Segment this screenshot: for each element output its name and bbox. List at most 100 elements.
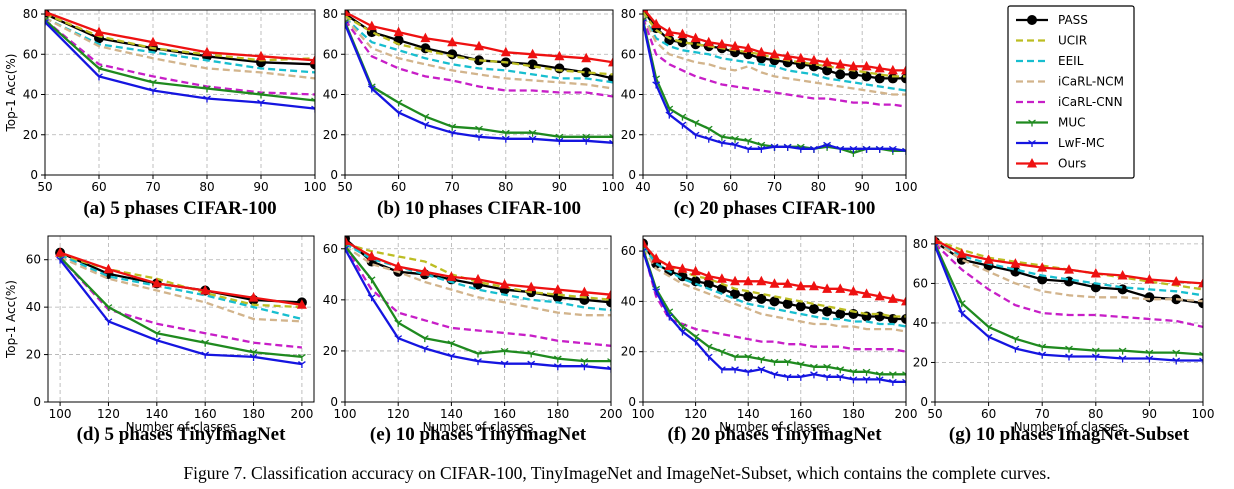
data-point (148, 36, 158, 47)
x-tick-label: 160 (493, 407, 516, 421)
data-point (1118, 355, 1127, 363)
data-point (606, 289, 611, 299)
legend-label: LwF-MC (1058, 136, 1104, 150)
data-point (782, 278, 793, 288)
y-tick-label: 80 (23, 7, 38, 21)
data-point (665, 111, 674, 119)
y-tick-label: 0 (628, 168, 636, 182)
chart-panel-4: 100 120 140 160 180 200 0 20 40 60 Number of class… (4, 235, 315, 445)
data-point (249, 353, 258, 361)
x-tick-label: 140 (737, 407, 760, 421)
data-point (473, 273, 483, 284)
data-point (103, 263, 114, 274)
data-point (475, 125, 483, 133)
legend-item-ucir: UCIR (1016, 34, 1087, 48)
data-point (874, 290, 885, 301)
data-point (1144, 273, 1155, 284)
series-group (935, 236, 1203, 365)
x-tick-label: 80 (1088, 407, 1103, 421)
data-point (757, 145, 766, 153)
panel-title: (d) 5 phases TinyImagNet (77, 424, 287, 445)
data-point (581, 52, 592, 63)
x-tick-label: 40 (635, 180, 650, 194)
x-axis-label: Number of classes (1014, 420, 1125, 434)
data-point (718, 133, 726, 141)
series-group (345, 236, 611, 373)
chart-panel-6: 100 120 140 160 180 200 0 20 40 60 Number of class… (621, 235, 917, 445)
data-point (527, 350, 536, 358)
x-tick-label: 80 (811, 180, 826, 194)
data-point (757, 356, 766, 364)
data-point (718, 139, 726, 147)
data-point (104, 304, 113, 312)
y-tick-label: 20 (23, 128, 38, 142)
x-tick-label: 180 (842, 407, 865, 421)
data-point (367, 85, 376, 93)
y-tick-label: 20 (323, 128, 338, 142)
data-point (501, 135, 510, 143)
data-point (730, 40, 741, 51)
x-tick-label: 80 (199, 180, 214, 194)
data-point (1199, 357, 1203, 365)
data-point (582, 137, 591, 145)
panel-title: (a) 5 phases CIFAR-100 (83, 198, 276, 219)
y-tick-label: 40 (621, 88, 636, 102)
legend-item-muc: MUC (1016, 116, 1086, 130)
data-point (448, 129, 457, 137)
series-line-muc (59, 256, 303, 359)
y-tick-label: 40 (621, 294, 636, 308)
data-point (1144, 292, 1155, 303)
data-point (770, 143, 779, 151)
data-point (808, 303, 819, 314)
series-line-icarl-cnn (59, 256, 303, 349)
data-point (298, 361, 306, 369)
series-line-icarl-cnn (643, 17, 906, 108)
series-line-eeil (643, 15, 906, 92)
data-point (1199, 351, 1203, 359)
data-point (902, 371, 906, 379)
series-line-ucir (45, 12, 315, 62)
series-line-lwf-mc (45, 21, 315, 110)
data-point (822, 283, 833, 293)
data-point (1038, 343, 1047, 351)
data-point (643, 17, 647, 25)
y-tick-label: 60 (323, 242, 338, 256)
x-tick-label: 120 (387, 407, 410, 421)
data-point (718, 348, 726, 356)
x-tick-label: 90 (552, 180, 567, 194)
y-tick-label: 60 (913, 276, 928, 290)
data-point (1065, 345, 1073, 353)
chart-panel-1: 50 60 70 80 90 100 0 20 40 60 80 Top-1 Acc(%) (a) 5 … (4, 7, 326, 219)
data-point (298, 353, 306, 361)
x-tick-label: 50 (337, 180, 352, 194)
series-line-pass (45, 12, 315, 66)
data-point (1172, 349, 1181, 357)
x-tick-label: 100 (304, 180, 327, 194)
data-point (201, 351, 210, 359)
x-tick-label: 60 (91, 180, 106, 194)
data-point (367, 294, 376, 302)
x-tick-label: 100 (632, 407, 655, 421)
data-point (835, 58, 846, 69)
data-point (862, 145, 871, 153)
data-point (366, 20, 377, 31)
data-point (756, 275, 767, 286)
data-point (643, 19, 647, 27)
data-point (1010, 258, 1021, 268)
legend: PASS UCIR EEIL iCaRL-NCM iCaRL-CNN MUC LwF-MC O… (1007, 5, 1135, 179)
data-point (553, 355, 562, 363)
data-point (783, 143, 792, 151)
legend-box (1007, 5, 1135, 179)
data-point (935, 236, 940, 244)
y-tick-label: 80 (323, 7, 338, 21)
x-tick-label: 60 (723, 180, 738, 194)
data-point (580, 358, 589, 366)
series-line-ucir (345, 242, 611, 301)
panel-title: (e) 10 phases TinyImagNet (370, 424, 587, 445)
x-tick-label: 100 (49, 407, 72, 421)
x-tick-label: 120 (684, 407, 707, 421)
data-point (888, 378, 897, 386)
x-tick-label: 100 (895, 180, 918, 194)
x-tick-label: 80 (498, 180, 513, 194)
